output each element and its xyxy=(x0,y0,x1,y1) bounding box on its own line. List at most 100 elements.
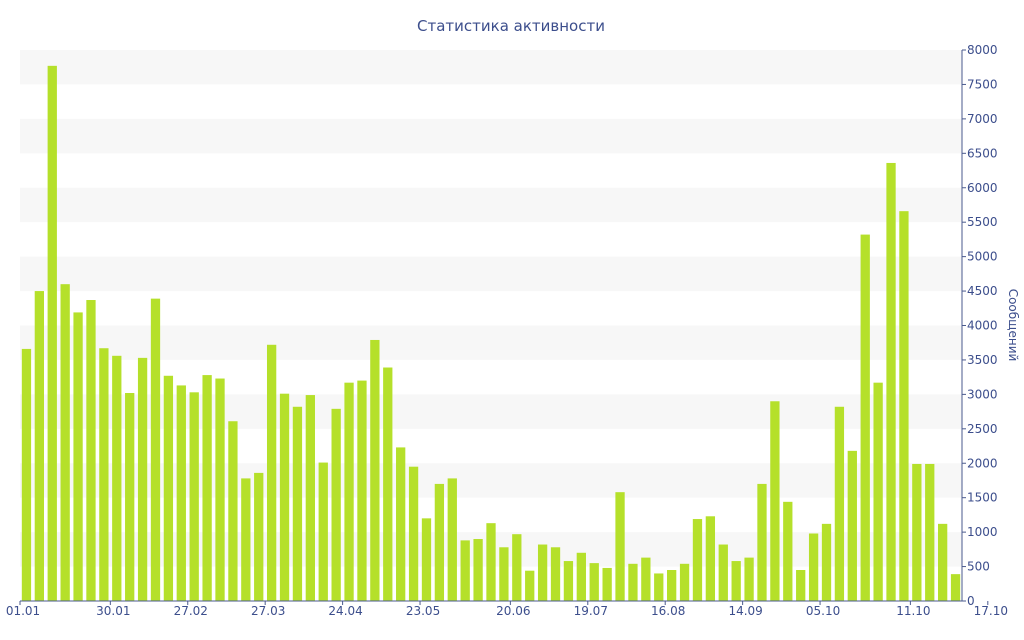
y-tick-label: 4500 xyxy=(967,284,998,298)
y-axis: 0 500 1000 1500 2000 2500 3000 3500 4000 4500 5000… xyxy=(961,43,998,608)
y-tick-label: 1000 xyxy=(967,525,998,539)
bar xyxy=(47,65,57,601)
bar xyxy=(705,516,716,601)
bar xyxy=(241,478,251,601)
bar xyxy=(770,401,780,601)
bar xyxy=(576,552,586,601)
grid-band xyxy=(20,463,962,498)
bar xyxy=(86,300,96,601)
bar xyxy=(783,501,793,601)
bar xyxy=(589,563,599,601)
bar xyxy=(731,561,741,601)
bar xyxy=(757,483,767,601)
x-tick-label: 19.07 xyxy=(574,604,608,618)
x-tick-label: 24.04 xyxy=(328,604,362,618)
bar-series xyxy=(21,65,961,602)
bar xyxy=(550,547,561,601)
x-tick-label: 20.06 xyxy=(496,604,530,618)
y-tick-label: 2000 xyxy=(967,456,998,470)
grid-band xyxy=(20,118,962,154)
bar xyxy=(512,534,522,601)
bar xyxy=(383,367,393,601)
y-tick-label: 3000 xyxy=(967,387,998,401)
bar xyxy=(692,519,703,601)
y-tick-label: 7000 xyxy=(967,112,998,126)
x-tick-label: 17.10 xyxy=(974,604,1008,618)
x-tick-label: 05.10 xyxy=(806,604,840,618)
bar xyxy=(99,348,109,601)
bar xyxy=(137,357,148,601)
bar xyxy=(563,561,574,601)
y-axis-title: Сообщений xyxy=(1006,289,1020,362)
bar xyxy=(292,406,303,601)
grid-band xyxy=(20,50,962,85)
y-tick-label: 8000 xyxy=(967,43,998,57)
bar xyxy=(176,385,186,601)
bar xyxy=(357,380,367,601)
bar xyxy=(628,563,638,601)
bar xyxy=(34,291,45,601)
bar xyxy=(60,284,70,601)
bar xyxy=(537,544,548,601)
grid-band xyxy=(20,394,962,429)
bar xyxy=(266,344,277,601)
x-tick-label: 30.01 xyxy=(96,604,130,618)
bar xyxy=(396,447,406,601)
bar xyxy=(215,378,225,601)
grid-band xyxy=(20,325,962,360)
bar xyxy=(163,375,174,601)
bar xyxy=(254,472,264,601)
y-tick-label: 6000 xyxy=(967,181,998,195)
bar xyxy=(667,570,677,601)
bar xyxy=(460,540,470,601)
y-tick-label: 7500 xyxy=(967,77,998,91)
x-tick-label: 11.10 xyxy=(896,604,930,618)
bar xyxy=(679,563,690,601)
y-tick-label: 2500 xyxy=(967,422,998,436)
bar xyxy=(499,547,509,601)
bar xyxy=(125,392,135,601)
bar xyxy=(950,574,961,601)
bar xyxy=(744,557,754,601)
bar xyxy=(641,557,651,601)
bar xyxy=(615,492,625,601)
bar xyxy=(228,421,238,601)
y-tick-label: 6500 xyxy=(967,146,998,160)
x-tick-label: 16.08 xyxy=(651,604,685,618)
x-axis: 01.01 30.01 27.02 27.03 24.04 23.05 20.06 19.07… xyxy=(6,600,1008,618)
bar xyxy=(370,339,380,601)
bar xyxy=(408,466,419,601)
bar xyxy=(899,211,909,602)
bar xyxy=(834,406,845,601)
bar xyxy=(808,533,819,601)
bar xyxy=(421,518,432,601)
bar xyxy=(318,462,328,601)
bar xyxy=(279,393,290,601)
y-tick-label: 500 xyxy=(967,560,990,574)
bar xyxy=(796,570,806,601)
y-tick-label: 0 xyxy=(967,594,975,608)
bar xyxy=(305,395,315,601)
bar xyxy=(202,375,212,601)
chart-title: Статистика активности xyxy=(417,17,605,35)
bar xyxy=(73,312,83,601)
bar xyxy=(112,355,122,601)
bar xyxy=(912,463,922,601)
x-tick-label: 14.09 xyxy=(728,604,762,618)
bar xyxy=(860,234,870,601)
bar xyxy=(344,382,354,601)
y-tick-label: 5000 xyxy=(967,250,998,264)
bar xyxy=(654,573,664,601)
bar xyxy=(873,382,883,601)
y-tick-label: 4000 xyxy=(967,319,998,333)
grid-bands xyxy=(20,50,962,567)
x-tick-label: 01.01 xyxy=(6,604,40,618)
bar xyxy=(925,463,935,601)
grid-band xyxy=(20,187,962,223)
grid-band xyxy=(20,256,962,292)
bar xyxy=(886,162,896,601)
bar xyxy=(847,450,857,601)
bar xyxy=(434,483,445,601)
bar xyxy=(189,392,199,601)
